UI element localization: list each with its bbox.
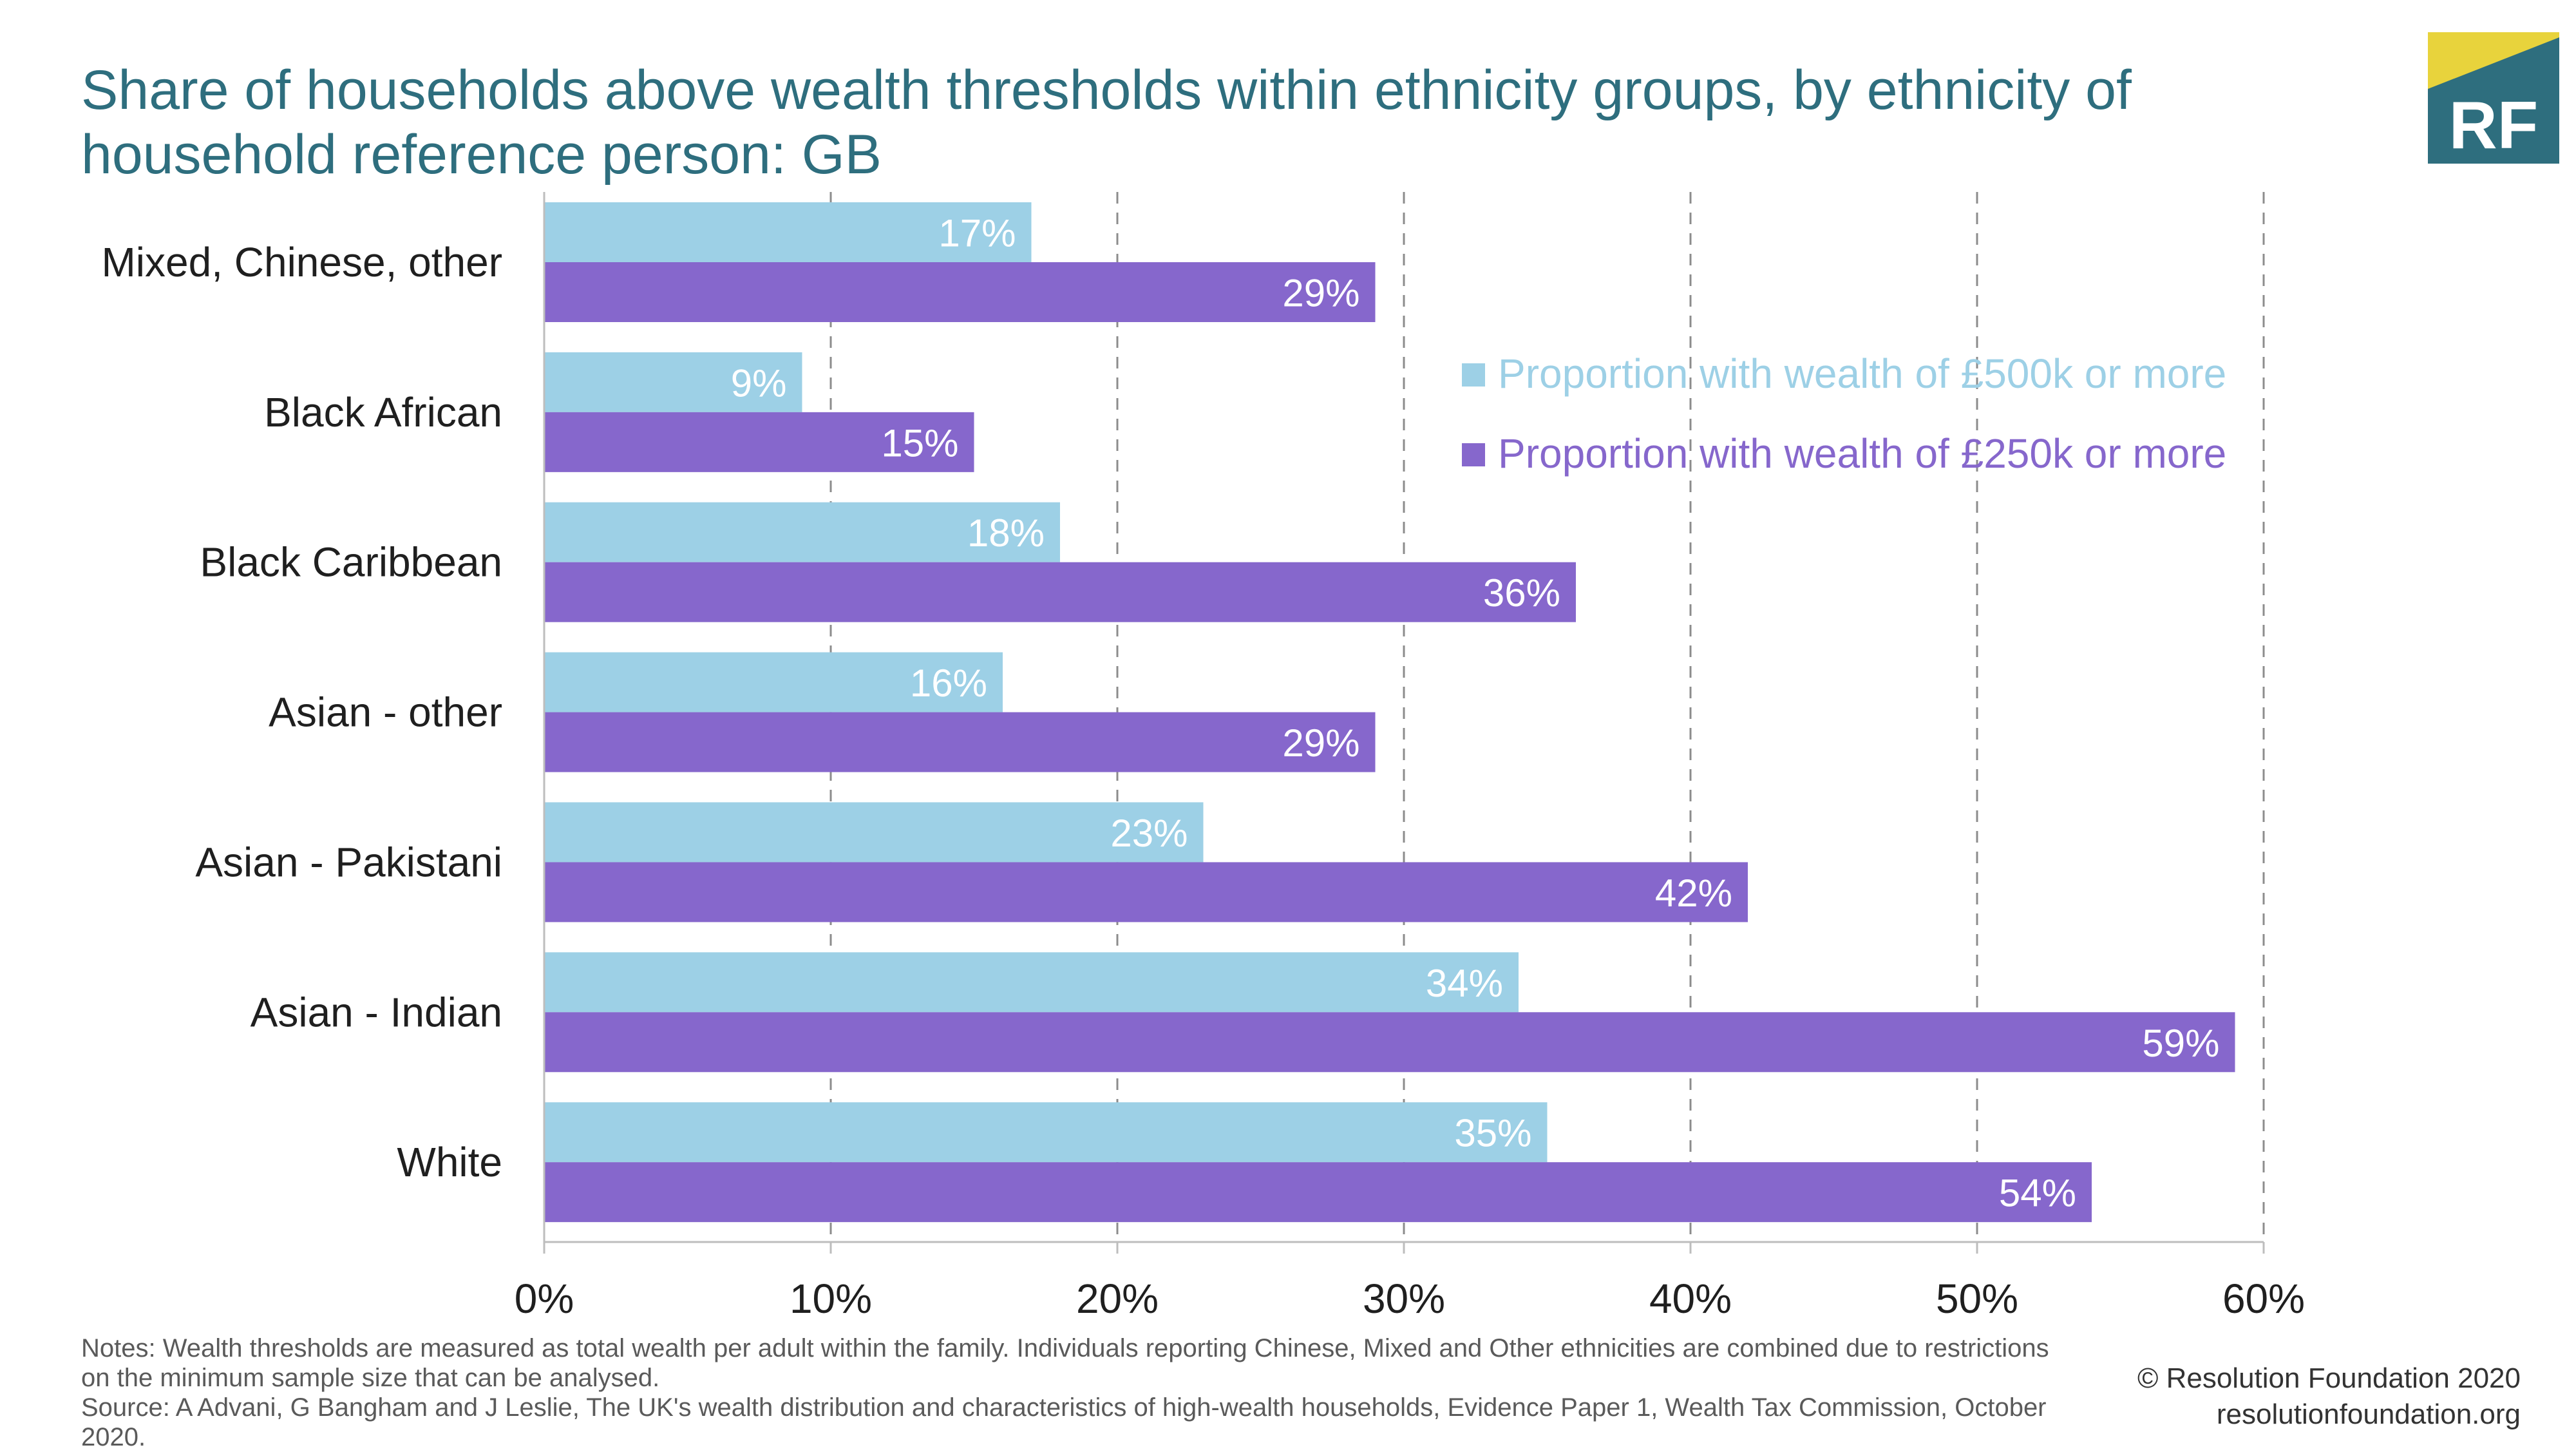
logo-yellow-corner [2428,32,2559,89]
bars: 17% 29% 9% 15% 18% 36% 16% 29% 23% 42% 34% 59% 35% 54… [544,202,2235,1223]
source-text: Source: A Advani, G Bangham and J Leslie… [81,1393,2047,1451]
category-label: Black African [264,389,502,435]
copyright-text: © Resolution Foundation 2020 [2137,1362,2521,1394]
category-label: Mixed, Chinese, other [101,239,502,285]
bar [544,1162,2092,1223]
bar-value-label: 16% [910,662,987,705]
bar-value-label: 29% [1282,721,1359,765]
category-label: Black Caribbean [200,539,502,586]
x-tick-label: 30% [1363,1275,1445,1322]
x-tick-label: 60% [2222,1275,2305,1322]
bar [544,952,1519,1013]
legend-label: Proportion with wealth of £250k or more [1498,430,2226,477]
category-label: Asian - other [269,689,502,736]
bar-chart: 17% 29% 9% 15% 18% 36% 16% 29% 23% 42% 34% 59% 35% 54… [101,192,2305,1322]
chart-title: Share of households above wealth thresho… [81,59,2132,186]
bar-value-label: 18% [967,511,1045,555]
bar [544,862,1748,922]
category-label: White [397,1139,502,1185]
bar-value-label: 15% [881,421,958,464]
x-tick-label: 10% [790,1275,872,1322]
bar-value-label: 17% [938,212,1016,255]
category-label: Asian - Pakistani [195,839,502,885]
bar-value-label: 59% [2142,1022,2219,1065]
bar [544,262,1376,322]
bar-value-label: 34% [1426,962,1503,1005]
bar-value-label: 29% [1282,272,1359,315]
bar-value-label: 36% [1483,571,1560,615]
category-label: Asian - Indian [251,989,502,1035]
bar-value-label: 54% [1999,1172,2076,1215]
website-text: resolutionfoundation.org [2216,1399,2521,1430]
bar [544,1102,1548,1163]
bar [544,1012,2235,1073]
bar [544,652,1003,712]
legend: Proportion with wealth of £500k or more P… [1462,350,2226,477]
bar [544,562,1576,622]
x-tick-label: 20% [1076,1275,1159,1322]
bar [544,712,1376,772]
logo-text: RF [2449,88,2539,163]
credit: © Resolution Foundation 2020 resolutionf… [2137,1361,2521,1433]
x-tick-label: 50% [1936,1275,2018,1322]
legend-swatch [1462,363,1485,387]
bar [544,352,802,412]
rf-logo: RF [2428,32,2559,164]
bar-value-label: 42% [1655,872,1732,915]
bar-value-label: 23% [1110,812,1188,855]
bar [544,502,1060,562]
bar-value-label: 9% [731,361,787,405]
bar [544,412,974,472]
x-tick-label: 40% [1649,1275,1732,1322]
bar [544,202,1032,262]
bar [544,802,1204,863]
x-tick-labels: 0% 10% 20% 30% 40% 50% 60% [515,1242,2305,1322]
notes: Notes: Wealth thresholds are measured as… [81,1333,2078,1452]
notes-text: Notes: Wealth thresholds are measured as… [81,1334,2049,1392]
legend-label: Proportion with wealth of £500k or more [1498,350,2226,397]
category-labels: Mixed, Chinese, other Black African Black … [101,239,502,1185]
x-tick-label: 0% [515,1275,574,1322]
legend-swatch [1462,443,1485,466]
bar-value-label: 35% [1454,1112,1531,1155]
